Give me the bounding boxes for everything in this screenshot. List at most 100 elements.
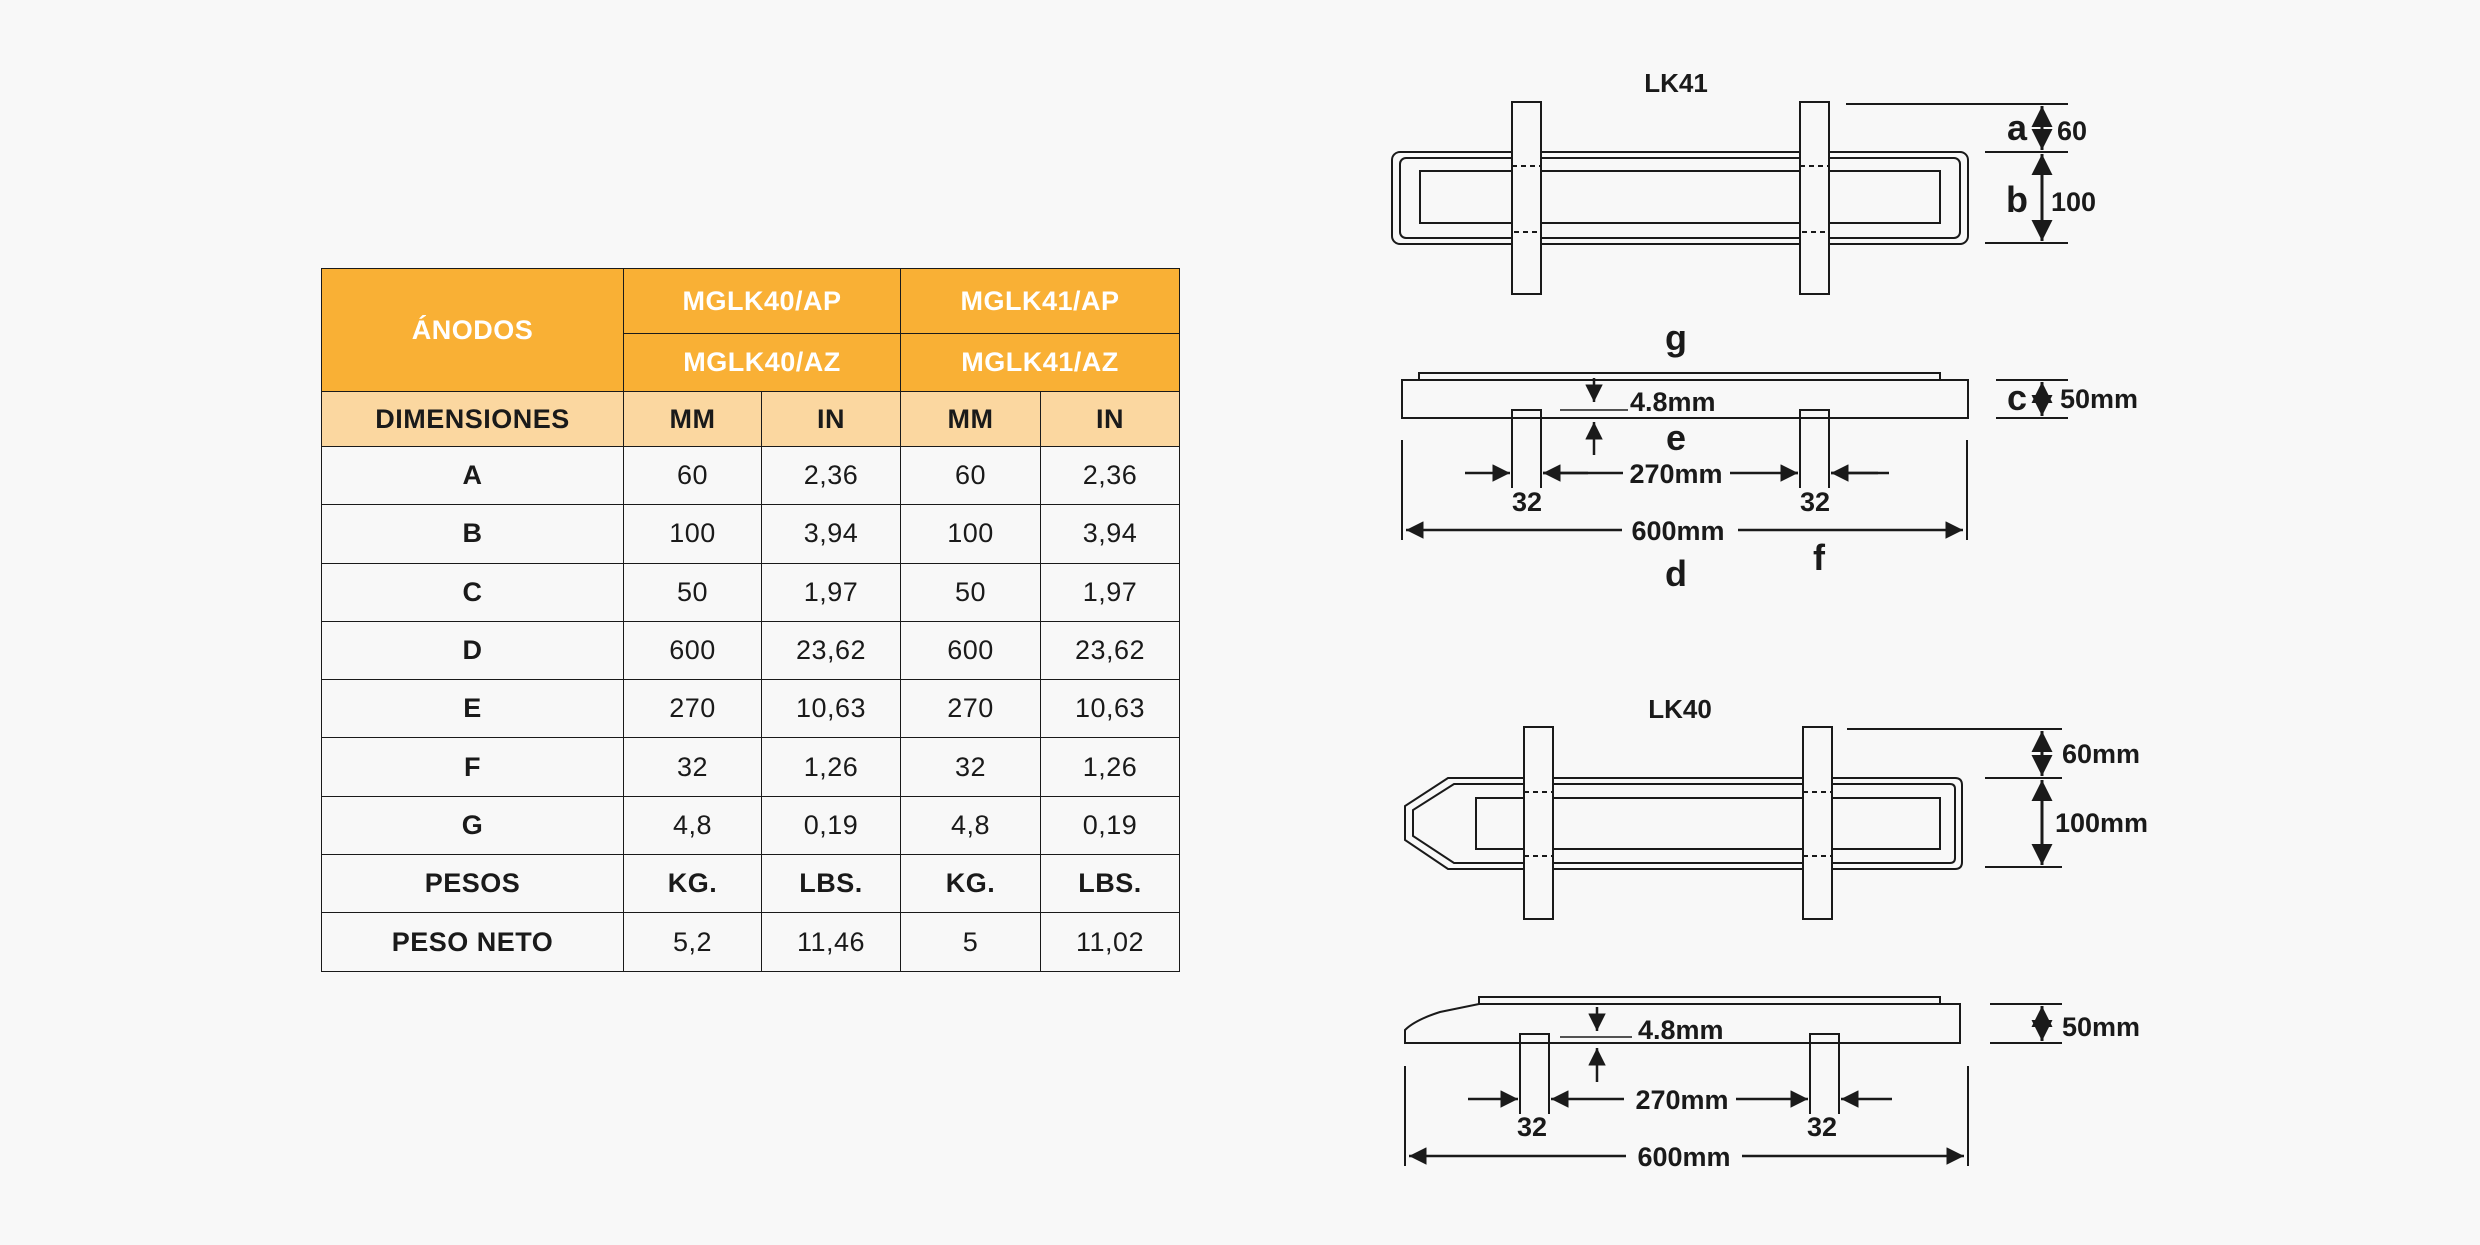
cell-value: 5 [900, 912, 1041, 972]
row-label: C [321, 562, 624, 622]
lk40-strap-left [1523, 726, 1554, 920]
cell-value: 1,97 [1040, 562, 1180, 622]
lk40-value-g: 4.8mm [1638, 1015, 1724, 1045]
cell-value: 600 [900, 620, 1041, 681]
cell-value: 50 [900, 562, 1041, 622]
lk41-letter-g: g [1665, 317, 1687, 358]
model-lk41-az-header: MGLK41/AZ [900, 333, 1180, 392]
lk41-value-e: 270mm [1629, 459, 1722, 489]
table-row: A 60 2,36 60 2,36 [321, 445, 1180, 506]
lk41-letter-f: f [1813, 537, 1826, 578]
cell-value: 32 [900, 737, 1041, 797]
row-label: D [321, 620, 624, 681]
lk41-letter-a: a [2007, 107, 2028, 148]
lk41-letter-e: e [1666, 417, 1686, 458]
cell-value: 2,36 [1040, 445, 1180, 506]
table-row: PESO NETO 5,2 11,46 5 11,02 [321, 912, 1180, 972]
lk41-side-body [1401, 379, 1969, 419]
cell-value: 1,97 [761, 562, 901, 622]
table-row: E 270 10,63 270 10,63 [321, 679, 1180, 739]
cell-value: 10,63 [761, 679, 901, 739]
lk40-side-top-plate [1478, 996, 1941, 1005]
cell-value: 0,19 [761, 795, 901, 856]
lk41-value-c: 50mm [2060, 384, 2138, 414]
lk40-side-view [1404, 996, 2062, 1166]
unit-header: MM [623, 391, 762, 447]
lk40-value-d: 600mm [1637, 1142, 1730, 1172]
table-row: PESOS KG. LBS. KG. LBS. [321, 854, 1180, 914]
dimensiones-header: DIMENSIONES [321, 391, 624, 447]
cell-value: 100 [900, 504, 1041, 564]
lk41-side-view [1401, 372, 2068, 540]
weight-unit: KG. [623, 854, 762, 914]
row-label: G [321, 795, 624, 856]
unit-header: IN [1040, 391, 1180, 447]
cell-value: 50 [623, 562, 762, 622]
lk41-inner-slot [1419, 170, 1941, 224]
cell-value: 3,94 [1040, 504, 1180, 564]
cell-value: 100 [623, 504, 762, 564]
lk41-letter-c: c [2007, 377, 2027, 418]
lk41-strap-right [1799, 101, 1830, 295]
lk41-value-b: 100 [2051, 187, 2096, 217]
cell-value: 60 [900, 445, 1041, 506]
lk41-top-view [1391, 101, 2068, 295]
lk40-side-body [1404, 1003, 1961, 1044]
lk40-value-a: 60mm [2062, 739, 2140, 769]
lk40-top-view [1404, 726, 2062, 920]
cell-value: 4,8 [900, 795, 1041, 856]
cell-value: 32 [623, 737, 762, 797]
lk41-strap-left [1511, 101, 1542, 295]
model-lk40-ap-header: MGLK40/AP [623, 268, 901, 334]
cell-value: 3,94 [761, 504, 901, 564]
lk40-outer-frame [1404, 777, 1963, 870]
weight-unit: LBS. [761, 854, 901, 914]
table-row: D 600 23,62 600 23,62 [321, 620, 1180, 681]
lk41-side-top-plate [1418, 372, 1941, 381]
cell-value: 11,46 [761, 912, 901, 972]
lk40-value-f-left: 32 [1517, 1112, 1547, 1142]
lk40-side-notch-right [1809, 1033, 1840, 1044]
lk40-value-b: 100mm [2055, 808, 2148, 838]
cell-value: 60 [623, 445, 762, 506]
lk41-value-f-left: 32 [1512, 487, 1542, 517]
lk41-letter-d: d [1665, 553, 1687, 594]
cell-value: 1,26 [1040, 737, 1180, 797]
row-label: B [321, 504, 624, 564]
lk40-inner-frame [1412, 783, 1956, 864]
cell-value: 2,36 [761, 445, 901, 506]
cell-value: 11,02 [1040, 912, 1180, 972]
lk41-outer-frame [1391, 151, 1969, 245]
table-row: B 100 3,94 100 3,94 [321, 504, 1180, 564]
lk41-value-g: 4.8mm [1630, 387, 1716, 417]
lk41-title: LK41 [1644, 68, 1708, 98]
lk40-hidden-right [1802, 791, 1833, 857]
lk40-value-e: 270mm [1635, 1085, 1728, 1115]
anode-specs-table: ÁNODOS MGLK40/AP MGLK41/AP MGLK40/AZ MGL… [321, 268, 1180, 972]
lk41-side-notch-left [1511, 409, 1542, 419]
lk40-hidden-left [1523, 791, 1554, 857]
table-row: C 50 1,97 50 1,97 [321, 562, 1180, 622]
lk41-inner-frame [1399, 157, 1961, 239]
cell-value: 0,19 [1040, 795, 1180, 856]
lk41-value-f-right: 32 [1800, 487, 1830, 517]
lk41-hidden-right [1799, 165, 1830, 233]
lk40-strap-right [1802, 726, 1833, 920]
pesos-label: PESOS [321, 854, 624, 914]
lk41-letter-b: b [2006, 179, 2028, 220]
lk41-value-d: 600mm [1631, 516, 1724, 546]
cell-value: 23,62 [1040, 620, 1180, 681]
lk40-title: LK40 [1648, 694, 1712, 724]
unit-header: MM [900, 391, 1041, 447]
model-lk40-az-header: MGLK40/AZ [623, 333, 901, 392]
cell-value: 1,26 [761, 737, 901, 797]
lk41-value-a: 60 [2057, 116, 2087, 146]
lk41-hidden-left [1511, 165, 1542, 233]
unit-header: IN [761, 391, 901, 447]
lk41-side-notch-right [1799, 409, 1830, 419]
anodos-header: ÁNODOS [321, 268, 624, 392]
cell-value: 270 [900, 679, 1041, 739]
cell-value: 600 [623, 620, 762, 681]
lk40-side-notch-left [1519, 1033, 1550, 1044]
